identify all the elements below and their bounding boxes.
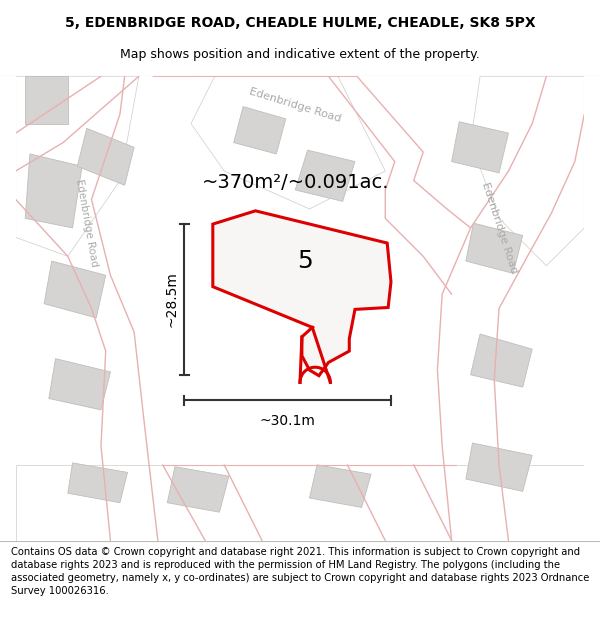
Polygon shape bbox=[68, 463, 128, 503]
Text: Map shows position and indicative extent of the property.: Map shows position and indicative extent… bbox=[120, 48, 480, 61]
Polygon shape bbox=[25, 154, 82, 228]
Polygon shape bbox=[25, 76, 68, 124]
Text: Edenbridge Road: Edenbridge Road bbox=[479, 181, 518, 275]
Text: ~370m²/~0.091ac.: ~370m²/~0.091ac. bbox=[202, 173, 389, 192]
Polygon shape bbox=[191, 76, 385, 209]
Text: ~30.1m: ~30.1m bbox=[260, 414, 316, 428]
Polygon shape bbox=[77, 128, 134, 185]
Polygon shape bbox=[470, 334, 532, 387]
Polygon shape bbox=[233, 107, 286, 154]
Polygon shape bbox=[16, 76, 139, 256]
Text: ~28.5m: ~28.5m bbox=[164, 271, 179, 328]
Polygon shape bbox=[295, 150, 355, 201]
Text: 5, EDENBRIDGE ROAD, CHEADLE HULME, CHEADLE, SK8 5PX: 5, EDENBRIDGE ROAD, CHEADLE HULME, CHEAD… bbox=[65, 16, 535, 30]
Polygon shape bbox=[49, 359, 110, 410]
Polygon shape bbox=[470, 76, 584, 266]
Polygon shape bbox=[16, 465, 584, 541]
Text: Edenbridge Road: Edenbridge Road bbox=[74, 179, 100, 268]
Polygon shape bbox=[466, 443, 532, 491]
Polygon shape bbox=[466, 223, 523, 273]
Polygon shape bbox=[44, 261, 106, 318]
Polygon shape bbox=[310, 465, 371, 508]
Text: Contains OS data © Crown copyright and database right 2021. This information is : Contains OS data © Crown copyright and d… bbox=[11, 546, 589, 596]
Text: 5: 5 bbox=[297, 249, 313, 273]
Polygon shape bbox=[167, 467, 229, 512]
Polygon shape bbox=[452, 122, 508, 173]
Polygon shape bbox=[213, 211, 391, 376]
Text: Edenbridge Road: Edenbridge Road bbox=[248, 86, 343, 123]
